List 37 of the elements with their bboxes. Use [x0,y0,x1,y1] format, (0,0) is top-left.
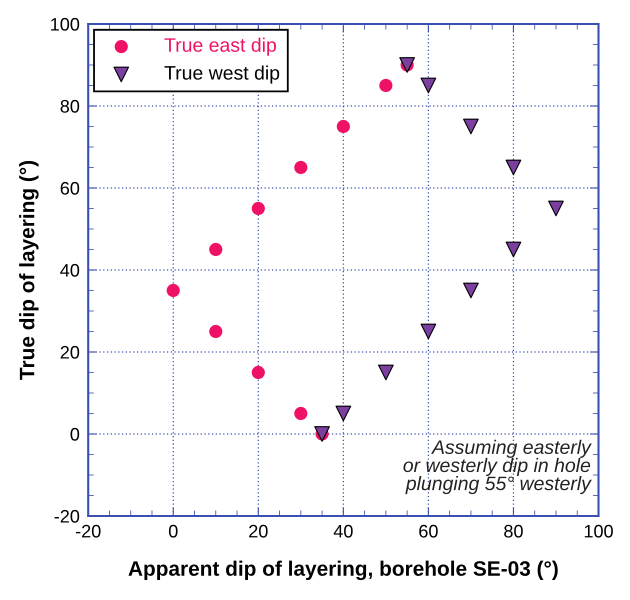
x-tick-label: -20 [76,524,101,538]
y-tick-label: 80 [60,100,80,113]
x-tick-label: 0 [168,524,178,538]
point [209,324,222,338]
x-tick-label: 40 [334,524,353,538]
y-tick-label: 20 [60,346,80,359]
point [548,200,564,216]
y-tick-label: 40 [60,264,80,277]
point [506,160,522,176]
point [336,406,352,422]
y-tick-label: -20 [54,510,80,523]
point [294,406,308,420]
x-tick-label: 100 [584,524,613,538]
y-tick-label: 60 [60,182,80,195]
point [379,78,392,92]
point [252,366,265,380]
y-tick-label: 0 [70,428,80,441]
annotation: Assuming easterly or westerly dip in hole plunging 55° westerly [403,440,592,494]
point [463,118,479,134]
x-tick-label: 60 [419,524,438,538]
point [294,160,308,174]
point [336,120,350,134]
point [506,242,522,258]
x-tick-label: 80 [504,524,523,538]
point [166,284,180,298]
point [420,78,436,94]
legend-label: True west dip [164,65,280,84]
legend-label: True east dip [164,38,276,56]
x-axis-title: Apparent dip of layering, borehole SE-03 (°) [128,560,558,580]
y-tick-label: 100 [51,18,80,31]
x-tick-label: 20 [249,524,268,538]
y-axis-title: True dip of layering (°) [19,160,39,380]
point [209,242,222,256]
point [378,364,394,380]
point [463,282,479,298]
point [252,202,265,216]
point [420,324,436,340]
